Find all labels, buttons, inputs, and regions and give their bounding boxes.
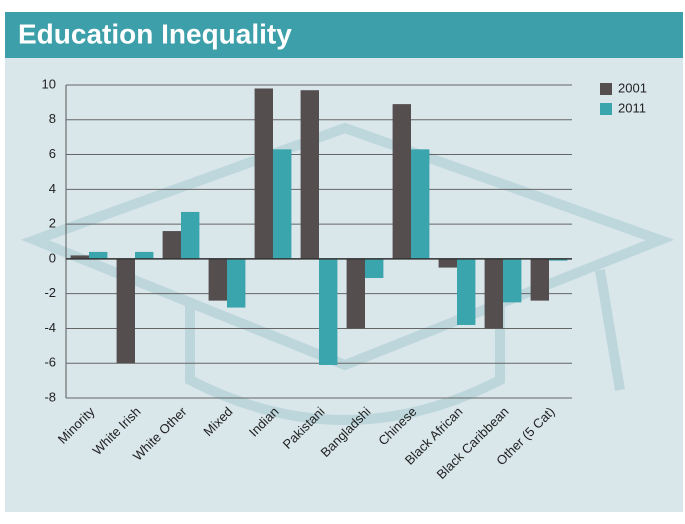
bar [273,149,291,259]
bar [163,231,181,259]
legend-swatch [600,83,612,95]
y-tick-label: 6 [49,146,56,161]
y-tick-label: -2 [44,285,56,300]
bar [89,252,107,259]
y-tick-label: 2 [49,216,56,231]
bar [457,259,475,325]
y-tick-label: -6 [44,355,56,370]
chart-title: Education Inequality [18,18,292,49]
bar [319,259,337,365]
y-tick-label: 8 [49,111,56,126]
bar [393,104,411,259]
y-tick-label: -8 [44,389,56,404]
y-tick-label: -4 [44,320,56,335]
bar [485,259,503,329]
legend-swatch [600,103,612,115]
bar [365,259,383,278]
y-tick-label: 10 [42,76,56,91]
bar [411,149,429,259]
bar [117,259,135,363]
legend-label: 2001 [618,80,647,95]
y-tick-label: 0 [49,250,56,265]
bar [181,212,199,259]
bar [135,252,153,259]
bar [255,88,273,258]
bar [439,259,457,268]
chart: Education Inequality -8-6-4-20246810Mino… [0,0,685,519]
bar [503,259,521,302]
bar [531,259,549,301]
bar [347,259,365,329]
bar [301,90,319,259]
legend-label: 2011 [618,100,646,115]
y-tick-label: 4 [49,181,56,196]
bar [227,259,245,308]
bar [209,259,227,301]
